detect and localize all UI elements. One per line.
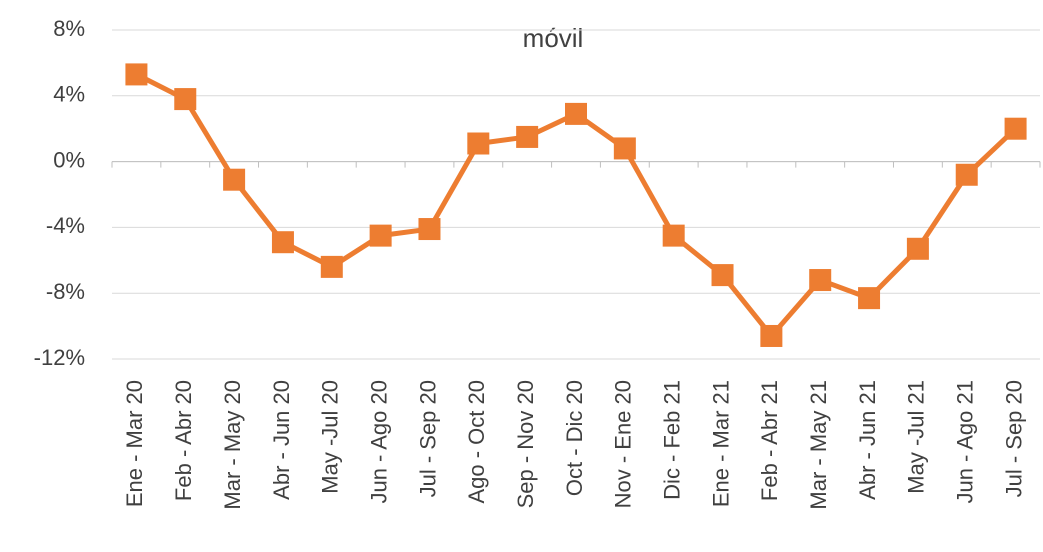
x-tick-label: May -Jul 20 [318, 380, 343, 494]
x-tick-label: Feb - Abr 20 [171, 380, 196, 501]
x-tick-label: Ene - Mar 21 [708, 380, 733, 507]
marker [1004, 117, 1027, 140]
y-tick-label: 8% [53, 16, 85, 41]
marker [467, 132, 490, 155]
x-tick-label: Jul - Sep 20 [415, 380, 440, 497]
marker [809, 269, 832, 292]
marker [320, 255, 343, 278]
x-tick-label: Jul - Sep 20 [1001, 380, 1026, 497]
x-tick-label: Ago - Oct 20 [464, 380, 489, 504]
x-tick-label: May -Jul 21 [904, 380, 929, 494]
marker [955, 163, 978, 186]
x-tick-label: Abr - Jun 21 [855, 380, 880, 500]
chart-title: móvil [523, 23, 584, 53]
marker [662, 224, 685, 247]
marker [516, 125, 539, 148]
marker [418, 218, 441, 241]
marker [565, 102, 587, 125]
x-tick-label: Jun - Ago 20 [366, 380, 391, 504]
y-tick-label: -8% [46, 279, 85, 304]
marker [125, 63, 148, 86]
marker [760, 324, 783, 347]
x-tick-label: Oct - Dic 20 [562, 380, 587, 496]
x-tick-label: Abr - Jun 20 [269, 380, 294, 500]
x-tick-label: Mar - May 20 [220, 380, 245, 510]
x-tick-label: Feb - Abr 21 [757, 380, 782, 501]
marker [858, 287, 881, 310]
marker [271, 231, 294, 254]
marker [711, 264, 734, 287]
marker [613, 137, 636, 160]
x-tick-label: Jun - Ago 21 [953, 380, 978, 504]
x-tick-label: Nov - Ene 20 [611, 380, 636, 508]
x-tick-label: Dic - Feb 21 [659, 380, 684, 500]
x-tick-label: Mar - May 21 [806, 380, 831, 510]
y-tick-label: 4% [53, 82, 85, 107]
marker [174, 88, 197, 111]
marker [223, 168, 246, 191]
y-tick-label: 0% [53, 147, 85, 172]
x-tick-label: Sep - Nov 20 [513, 380, 538, 508]
y-tick-label: -4% [46, 213, 85, 238]
marker [906, 237, 929, 260]
x-tick-label: Ene - Mar 20 [122, 380, 147, 507]
y-tick-label: -12% [34, 345, 85, 370]
marker [369, 224, 392, 247]
